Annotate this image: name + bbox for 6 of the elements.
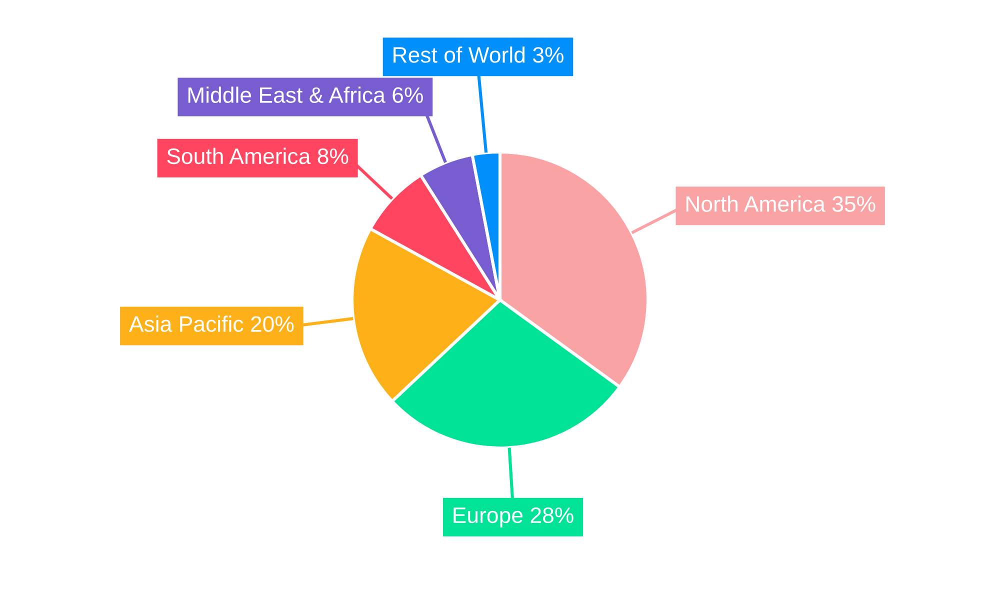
slice-label: Rest of World 3% xyxy=(394,46,564,63)
slice-label: Asia Pacific 20% xyxy=(128,316,294,332)
slice-label: South America 8% xyxy=(167,148,348,164)
slice-label: Europe 28% xyxy=(454,507,574,528)
slice-label: North America 35% xyxy=(686,196,876,212)
slice-label: Middle East & Africa 6% xyxy=(188,86,423,103)
